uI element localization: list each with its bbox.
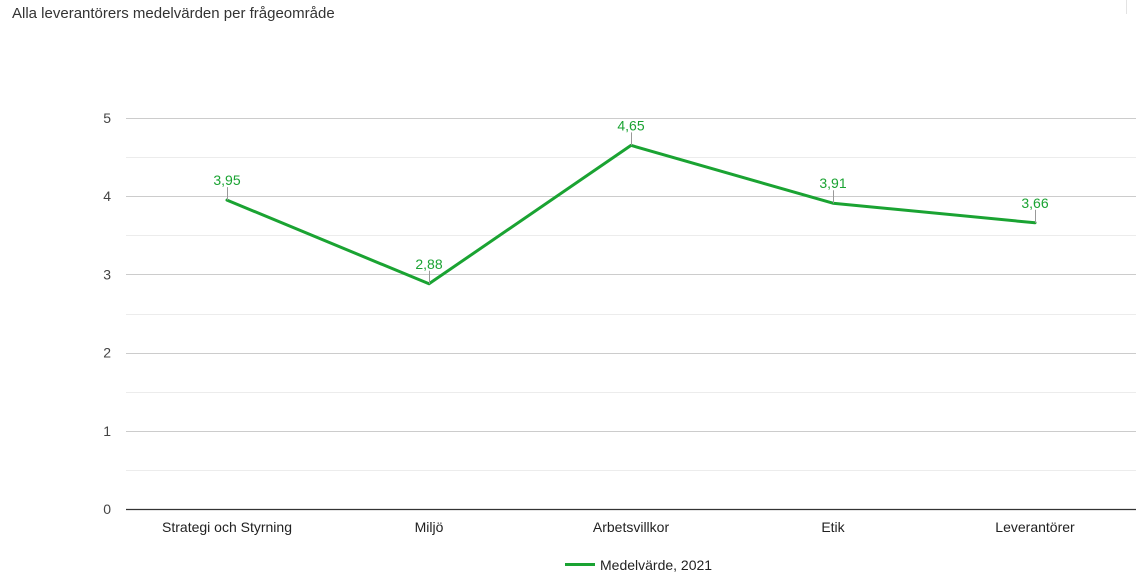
chart-legend[interactable]: Medelvärde, 2021 [565,557,712,573]
chart-gridlines [126,118,1136,511]
data-label: 2,88 [415,256,442,272]
x-category-label: Strategi och Styrning [162,519,292,535]
y-tick-label: 3 [103,266,111,282]
y-tick-label: 0 [103,501,111,517]
y-tick-label: 5 [103,110,111,126]
y-tick-label: 1 [103,423,111,439]
legend-label: Medelvärde, 2021 [600,557,712,573]
data-label: 3,66 [1021,195,1048,211]
x-category-label: Arbetsvillkor [593,519,670,535]
data-label: 3,91 [819,175,846,191]
x-axis-categories: Strategi och Styrning Miljö Arbetsvillkor E… [162,519,1075,535]
data-label: 3,95 [213,172,240,188]
y-tick-label: 2 [103,345,111,361]
chart-series: 3,95 2,88 4,65 3,91 3,66 [213,117,1049,286]
panel-edge-divider [1126,0,1127,14]
data-label: 4,65 [617,117,644,133]
y-axis-ticks: 0 1 2 3 4 5 [103,110,111,517]
x-category-label: Leverantörer [995,519,1075,535]
series-line [225,143,1037,286]
y-tick-label: 4 [103,188,111,204]
x-category-label: Etik [821,519,845,535]
legend-item[interactable]: Medelvärde, 2021 [565,557,712,573]
chart-title: Alla leverantörers medelvärden per fråge… [12,5,335,22]
x-category-label: Miljö [415,519,444,535]
